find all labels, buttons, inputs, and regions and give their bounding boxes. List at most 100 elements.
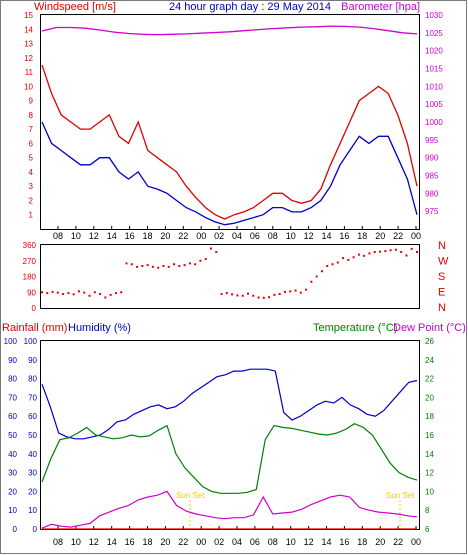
wind-tick-label: 8: [29, 111, 34, 120]
direction-point: [379, 250, 382, 253]
rain-tick-label: 30: [8, 469, 17, 478]
direction-point: [342, 257, 345, 260]
direction-point: [241, 294, 244, 297]
humidity-tick-label: 40: [28, 450, 37, 459]
rain-tick-label: 50: [8, 431, 17, 440]
series-temperature-c-: [41, 423, 418, 494]
panel2-frame: [40, 244, 420, 309]
direction-point: [278, 293, 281, 295]
compass-label: E: [438, 287, 445, 299]
x-tick-label-bottom: 14: [321, 537, 331, 547]
wind-tick-label: 5: [29, 154, 34, 163]
direction-point: [141, 265, 144, 267]
rain-tick-label: 90: [8, 356, 17, 365]
direction-point: [347, 258, 350, 261]
direction-point: [294, 289, 297, 292]
x-tick-label-top: 10: [286, 231, 296, 241]
direction-point: [320, 270, 323, 273]
x-tick-label-top: 22: [178, 231, 188, 241]
compass-label: N: [438, 302, 446, 314]
x-tick-label-bottom: 16: [339, 537, 349, 547]
x-tick-label-bottom: 12: [89, 537, 99, 547]
direction-point: [231, 293, 234, 296]
direction-point: [210, 247, 213, 250]
direction-point: [268, 296, 271, 299]
wind-tick-label: 9: [29, 97, 34, 106]
x-tick-label-top: 04: [232, 231, 242, 241]
rain-tick-label: 70: [8, 393, 17, 402]
direction-point: [194, 263, 197, 266]
x-tick-label-top: 02: [214, 231, 224, 241]
direction-point: [363, 254, 366, 257]
direction-point: [162, 265, 165, 267]
rain-tick-label: 60: [8, 412, 17, 421]
wind-tick-label: 3: [29, 182, 34, 191]
direction-point: [252, 294, 255, 297]
direction-point: [88, 294, 91, 297]
x-tick-label-top: 14: [107, 231, 117, 241]
direction-point: [299, 291, 302, 294]
compass-label: S: [438, 271, 445, 283]
compass-label: N: [438, 240, 446, 252]
humidity-tick-label: 100: [24, 337, 38, 346]
x-tick-label-top: 16: [125, 231, 135, 241]
direction-point: [114, 292, 117, 295]
humidity-label: Humidity (%): [68, 322, 131, 334]
baro-tick-label: 980: [425, 189, 439, 198]
baro-tick-label: 1020: [425, 47, 443, 56]
x-tick-label-bottom: 22: [393, 537, 403, 547]
baro-tick-label: 1030: [425, 11, 443, 20]
direction-point: [77, 290, 80, 293]
x-tick-label-top: 00: [411, 231, 421, 241]
direction-point: [99, 293, 102, 295]
x-tick-label-top: 18: [142, 231, 152, 241]
direction-point: [220, 293, 223, 295]
temp-tick-label: 12: [425, 469, 434, 478]
temp-tick-label: 6: [425, 525, 430, 534]
baro-tick-label: 985: [425, 172, 439, 181]
x-tick-label-top: 12: [89, 231, 99, 241]
direction-point: [326, 265, 329, 267]
temperature-label: Temperature (°C): [313, 322, 397, 334]
baro-tick-label: 1000: [425, 118, 443, 127]
wind-tick-label: 10: [24, 82, 33, 91]
x-tick-label-top: 18: [357, 231, 367, 241]
wind-tick-label: 1: [29, 211, 34, 220]
direction-point: [410, 247, 413, 250]
series-windspeed-m-s-: [41, 64, 418, 220]
x-tick-label-bottom: 14: [107, 537, 117, 547]
x-tick-label-top: 10: [71, 231, 81, 241]
rain-tick-label: 100: [4, 337, 18, 346]
rain-tick-label: 80: [8, 375, 17, 384]
baro-tick-label: 990: [425, 154, 439, 163]
direction-tick-label: 0: [32, 304, 37, 313]
x-tick-label-bottom: 20: [160, 537, 170, 547]
direction-point: [46, 292, 49, 295]
direction-point: [204, 258, 207, 260]
temp-tick-label: 18: [425, 412, 434, 421]
direction-point: [146, 264, 149, 267]
direction-point: [93, 291, 96, 294]
baro-tick-label: 1010: [425, 82, 443, 91]
direction-tick-label: 180: [23, 273, 37, 282]
temp-tick-label: 22: [425, 375, 434, 384]
humidity-tick-label: 20: [28, 487, 37, 496]
temp-tick-label: 14: [425, 450, 434, 459]
rainfall-label: Rainfall (mm): [2, 322, 67, 334]
series-dew-point-c-: [41, 490, 418, 529]
humidity-tick-label: 70: [28, 393, 37, 402]
direction-point: [352, 256, 355, 259]
direction-point: [273, 293, 276, 296]
wind-tick-label: 15: [24, 11, 33, 20]
direction-point: [188, 262, 191, 265]
x-tick-label-top: 06: [250, 231, 260, 241]
temp-tick-label: 16: [425, 431, 434, 440]
direction-point: [41, 291, 43, 294]
temp-tick-label: 24: [425, 356, 434, 365]
x-tick-label-bottom: 04: [232, 537, 242, 547]
direction-point: [215, 251, 218, 253]
x-tick-label-bottom: 08: [53, 537, 63, 547]
direction-point: [199, 259, 202, 262]
barometer-label: Barometer [hpa]: [341, 1, 420, 13]
direction-point: [283, 290, 286, 293]
